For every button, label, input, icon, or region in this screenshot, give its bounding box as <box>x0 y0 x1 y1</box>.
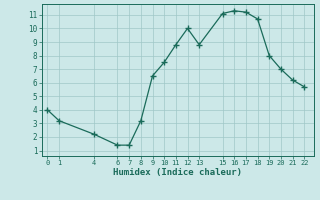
X-axis label: Humidex (Indice chaleur): Humidex (Indice chaleur) <box>113 168 242 177</box>
